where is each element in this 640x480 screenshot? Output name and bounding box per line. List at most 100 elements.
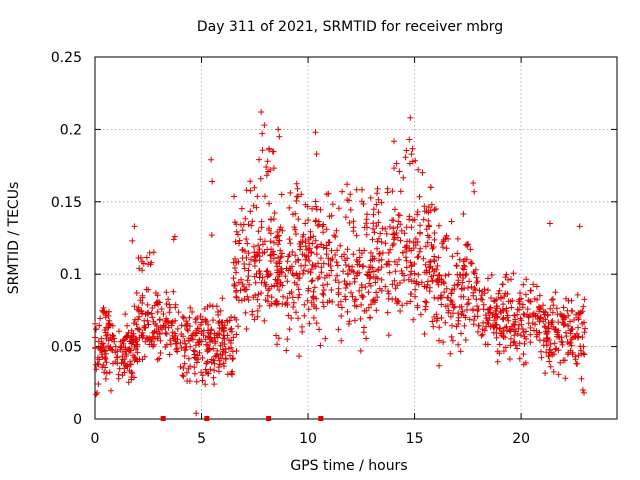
data-point <box>361 247 368 254</box>
data-point <box>149 333 156 340</box>
data-point <box>171 233 178 240</box>
data-point <box>373 223 380 229</box>
data-point <box>525 320 532 327</box>
x-tick-label: 5 <box>197 431 206 447</box>
data-point <box>335 279 342 286</box>
data-point <box>343 281 350 287</box>
data-point <box>440 279 447 285</box>
data-point <box>351 275 358 282</box>
data-point <box>280 293 287 300</box>
data-point <box>295 315 301 322</box>
data-point <box>125 329 132 336</box>
data-point <box>313 244 320 251</box>
data-point <box>251 258 258 265</box>
data-point <box>422 303 429 310</box>
data-point <box>456 256 463 263</box>
data-point <box>228 314 235 320</box>
data-point <box>397 280 403 286</box>
data-point <box>259 147 266 154</box>
data-point <box>353 186 360 193</box>
data-point <box>516 355 523 362</box>
data-point <box>344 181 351 188</box>
data-point <box>342 214 349 221</box>
data-point <box>471 270 478 277</box>
data-point <box>210 345 217 352</box>
data-point <box>523 335 529 342</box>
data-point <box>363 231 370 238</box>
data-point <box>332 252 339 258</box>
data-point <box>485 275 491 282</box>
data-point <box>399 249 406 256</box>
data-point <box>415 166 422 173</box>
data-point <box>412 235 419 242</box>
data-point <box>455 314 462 321</box>
data-point <box>514 345 521 352</box>
data-point <box>338 337 345 344</box>
data-point <box>439 244 446 251</box>
data-point <box>417 245 424 252</box>
data-point <box>252 279 259 286</box>
data-point <box>140 333 147 339</box>
data-point <box>302 262 309 269</box>
data-point <box>261 238 268 245</box>
data-point <box>284 336 291 343</box>
data-point <box>357 347 364 354</box>
data-point <box>175 309 182 316</box>
data-point <box>150 343 157 350</box>
data-point <box>464 301 471 308</box>
data-point <box>208 232 215 239</box>
data-point <box>273 280 280 287</box>
data-point <box>121 360 128 367</box>
data-point <box>199 377 206 384</box>
data-point <box>540 302 546 309</box>
data-point <box>415 253 422 260</box>
data-point <box>103 332 110 339</box>
data-point <box>233 293 240 300</box>
data-point <box>332 233 339 240</box>
data-point <box>573 360 580 367</box>
data-point <box>450 310 456 317</box>
data-point <box>530 281 537 288</box>
data-point <box>481 327 488 334</box>
data-point <box>212 353 219 360</box>
data-point <box>460 293 467 300</box>
data-point <box>141 353 148 360</box>
data-point <box>366 264 373 270</box>
data-point <box>131 320 137 327</box>
data-point <box>415 281 422 288</box>
data-point <box>256 246 263 253</box>
data-point <box>549 296 556 303</box>
data-point <box>494 358 501 365</box>
data-point <box>310 233 317 240</box>
data-point <box>370 206 377 213</box>
data-point <box>312 237 319 244</box>
data-point <box>297 238 304 245</box>
data-point <box>114 354 121 361</box>
data-point <box>370 225 376 232</box>
data-point <box>379 249 386 256</box>
data-point <box>436 362 443 369</box>
data-point <box>508 304 515 311</box>
data-point <box>536 308 542 315</box>
data-point <box>219 339 226 346</box>
data-point <box>261 317 268 324</box>
data-point <box>267 238 274 245</box>
data-point <box>228 370 235 377</box>
data-point <box>319 290 326 297</box>
data-point <box>313 320 320 327</box>
data-point <box>435 295 441 302</box>
data-point <box>92 320 99 327</box>
data-point <box>301 252 308 259</box>
data-point <box>403 224 410 231</box>
data-point <box>213 303 220 310</box>
data-point <box>423 208 430 215</box>
data-point <box>346 318 353 325</box>
data-point <box>511 326 518 333</box>
data-point <box>420 255 427 262</box>
data-point <box>299 328 306 335</box>
data-point <box>108 387 114 394</box>
data-point <box>581 389 587 396</box>
data-point <box>193 378 200 385</box>
data-point <box>307 228 314 235</box>
